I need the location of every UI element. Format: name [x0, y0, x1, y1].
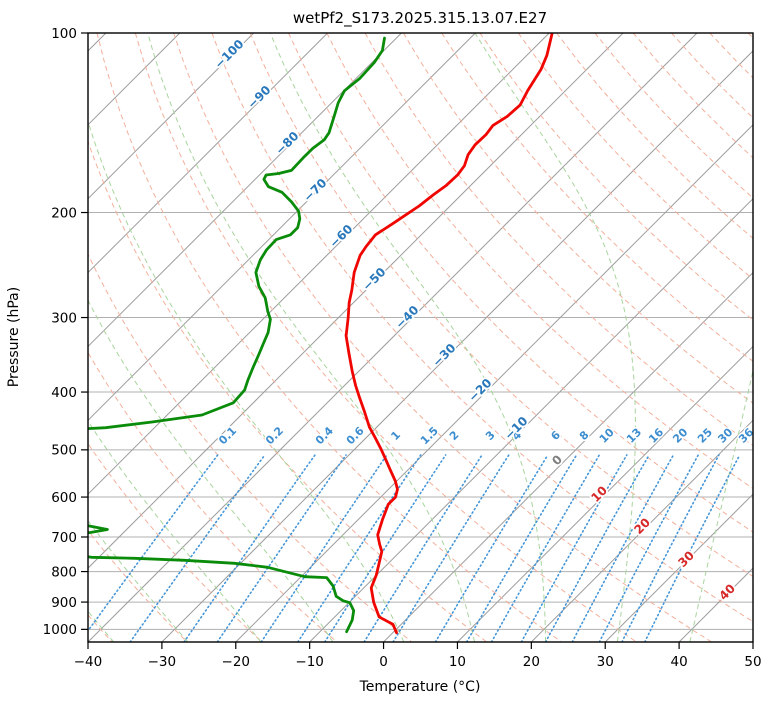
mixing-ratio-line [297, 454, 422, 642]
x-tick-label: 40 [671, 654, 688, 670]
x-tick-label: 10 [449, 654, 466, 670]
dry-adiabat-line [402, 33, 753, 404]
mixing-ratio-line [434, 454, 549, 642]
dry-adiabat-line [326, 33, 753, 490]
isotherm-line [88, 33, 255, 200]
isotherm-line [161, 50, 753, 642]
isotherm-line [383, 271, 753, 642]
plot-border [87, 32, 754, 643]
mixing-ratio-line [324, 454, 447, 642]
x-tick-label: 20 [523, 654, 540, 670]
y-tick-label: 1000 [43, 622, 77, 638]
moist-adiabat-line [689, 368, 753, 642]
isotherm-line [88, 33, 624, 569]
x-axis-title: Temperature (°C) [359, 679, 481, 695]
mixing-ratio-line [544, 454, 650, 642]
mixing-ratio-line [571, 454, 675, 642]
mixing-ratio-line [392, 454, 510, 642]
x-tick-label: 30 [597, 654, 614, 670]
sounding-profiles [88, 33, 554, 635]
moist-adiabat-line [88, 120, 405, 642]
y-tick-label: 200 [51, 205, 77, 221]
mixing-ratio-line [621, 454, 720, 642]
moist-adiabat-line [88, 299, 334, 642]
moist-adiabat-line [474, 33, 636, 642]
dry-adiabat-line [364, 33, 753, 447]
mixing-ratio-line [490, 454, 601, 642]
mixing-ratio-line [465, 454, 578, 642]
background-isolines [88, 33, 753, 642]
y-tick-label: 300 [51, 310, 77, 326]
dry-adiabat-line [134, 33, 637, 642]
isotherm-line [604, 493, 753, 642]
dry-adiabat-line [88, 140, 487, 642]
y-tick-label: 800 [51, 564, 77, 580]
isotherm-line [88, 33, 476, 422]
y-tick-label: 900 [51, 595, 77, 611]
mixing-ratio-line [260, 454, 388, 642]
dewpoint-curve [88, 555, 356, 634]
dewpoint-curve [88, 36, 386, 431]
moist-adiabat-line [88, 420, 262, 642]
mixing-ratio-line [520, 454, 628, 642]
isotherm-line [88, 33, 550, 495]
x-tick-label: 0 [379, 654, 388, 670]
dry-adiabat-line [88, 529, 187, 642]
dry-adiabat-line [88, 253, 412, 642]
dry-adiabat-line [441, 33, 753, 362]
y-tick-label: 400 [51, 385, 77, 401]
dry-adiabat-line [211, 33, 753, 623]
dry-adiabat-line [479, 33, 753, 321]
y-tick-label: 700 [51, 530, 77, 546]
y-tick-label: 600 [51, 490, 77, 506]
chart-title: wetPf2_S173.2025.315.13.07.E27 [293, 9, 547, 28]
isotherm-line [235, 124, 753, 642]
x-tick-label: −30 [148, 654, 177, 670]
y-tick-label: 100 [51, 26, 77, 42]
moist-adiabat-line [147, 33, 475, 642]
dewpoint-curve [88, 524, 109, 535]
dry-adiabat-line [173, 33, 712, 642]
mixing-ratio-line [216, 454, 347, 642]
dry-adiabat-line [96, 33, 562, 642]
isotherm-line [457, 345, 753, 642]
x-tick-label: −40 [74, 654, 103, 670]
x-tick-label: 50 [744, 654, 761, 670]
axis-ticks: −40 −30 −20 −10 0 10 20 30 40 50 100 200 300 400 500 60… [43, 26, 762, 670]
temperature-curve [344, 33, 554, 635]
isotherm-line [309, 197, 753, 642]
mixing-ratio-line [598, 454, 699, 642]
x-tick-label: −10 [295, 654, 324, 670]
mixing-ratio-line [88, 454, 219, 633]
mixing-ratio-line [644, 454, 741, 642]
dry-adiabat-line [249, 33, 753, 578]
isotherm-line [88, 33, 328, 274]
x-tick-label: −20 [222, 654, 251, 670]
y-tick-label: 500 [51, 443, 77, 459]
y-axis-title: Pressure (hPa) [6, 287, 22, 387]
moist-adiabat-line [88, 520, 189, 642]
isotherm-line [88, 33, 698, 642]
isotherm-line [530, 419, 753, 642]
